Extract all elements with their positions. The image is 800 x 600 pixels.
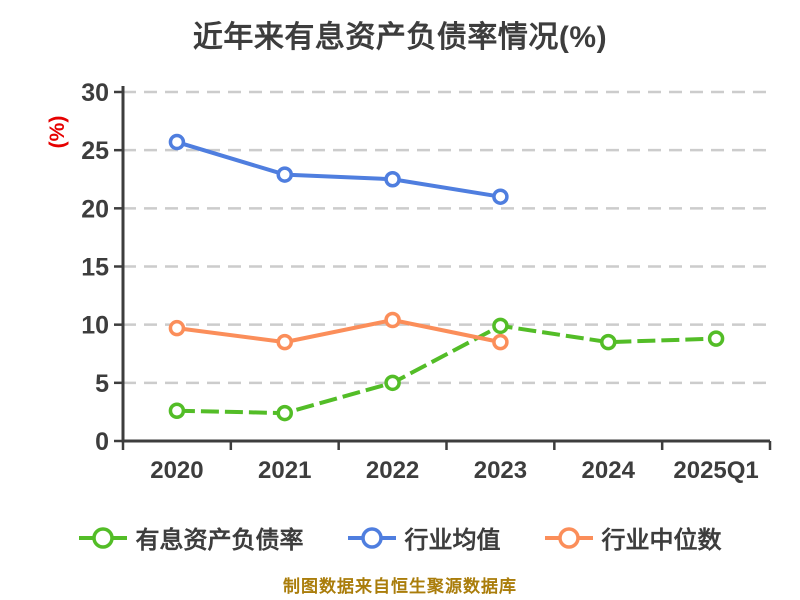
legend-marker-icon xyxy=(78,526,127,549)
data-point-2 xyxy=(168,319,186,337)
legend-item-1: 行业均值 xyxy=(347,520,501,555)
data-point-0 xyxy=(276,404,293,422)
series-line-0 xyxy=(176,323,717,416)
y-tick-label: 10 xyxy=(81,312,109,340)
legend-label: 行业均值 xyxy=(404,527,501,554)
series-line-1 xyxy=(176,140,501,199)
legend-label: 有息资产负债率 xyxy=(135,527,304,554)
data-point-1 xyxy=(384,171,401,188)
chart-title: 近年来有息资产负债率情况(%) xyxy=(192,21,608,54)
legend-item-2: 行业中位数 xyxy=(544,520,722,555)
data-point-0 xyxy=(384,374,401,392)
x-tick-label: 2025Q1 xyxy=(673,457,758,484)
data-point-0 xyxy=(600,333,617,351)
data-point-2 xyxy=(384,311,401,329)
y-tick-label: 15 xyxy=(81,254,109,282)
data-point-1 xyxy=(492,188,509,205)
legend-item-0: 有息资产负债率 xyxy=(78,520,304,555)
data-point-0 xyxy=(492,317,509,335)
data-source-note: 制图数据来自恒生聚源数据库 xyxy=(283,577,517,596)
y-tick-label: 20 xyxy=(81,195,109,223)
legend-label: 行业中位数 xyxy=(601,527,722,554)
x-tick-label: 2023 xyxy=(474,457,527,484)
x-tick-label: 2022 xyxy=(366,457,419,484)
data-point-1 xyxy=(276,166,293,183)
y-tick-label: 30 xyxy=(81,79,109,107)
data-point-0 xyxy=(707,330,725,347)
x-tick-label: 2024 xyxy=(582,457,636,484)
x-tick-label: 2020 xyxy=(150,457,203,484)
data-point-0 xyxy=(168,402,186,420)
legend-marker-icon xyxy=(544,526,593,549)
chart-legend: 有息资产负债率 行业均值 行业中位数 xyxy=(0,520,800,555)
data-point-1 xyxy=(168,133,186,151)
x-tick-label: 2021 xyxy=(258,457,311,484)
y-tick-label: 5 xyxy=(95,370,109,398)
legend-marker-icon xyxy=(347,526,396,549)
data-point-2 xyxy=(492,333,509,351)
y-tick-label: 0 xyxy=(95,428,109,456)
series-line-2 xyxy=(176,318,501,345)
y-tick-label: 25 xyxy=(81,137,109,165)
data-point-2 xyxy=(276,333,293,351)
